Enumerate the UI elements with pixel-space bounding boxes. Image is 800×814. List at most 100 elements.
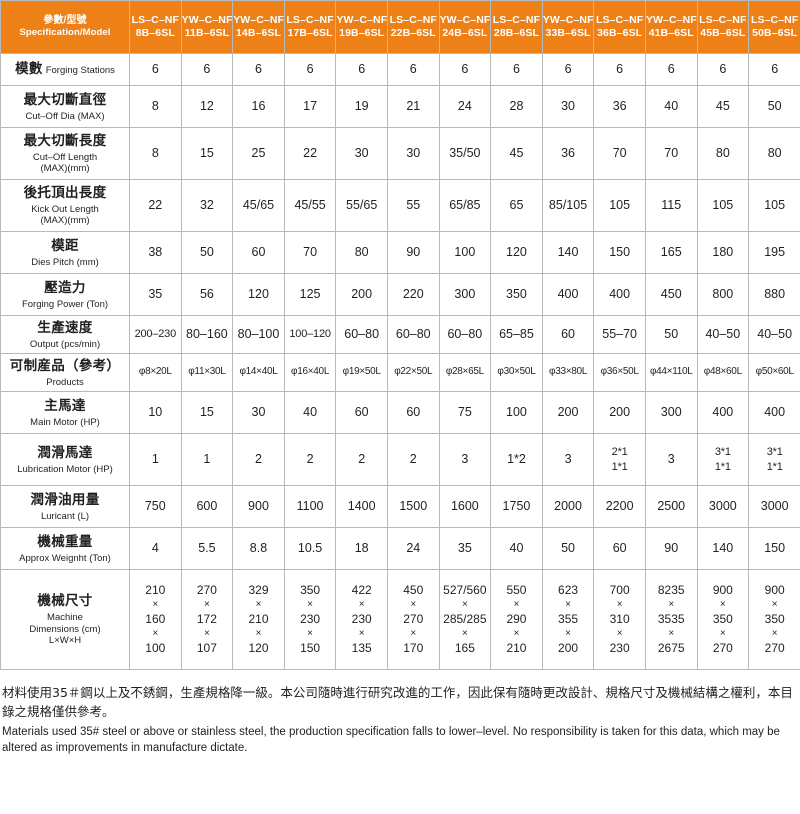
cell-r7-c5: 60–80: [335, 315, 388, 354]
cell-r7-c9: 60: [541, 315, 595, 354]
cell-r8-c5: φ19×50L: [335, 353, 388, 392]
cell-r11-c1: 750: [129, 485, 182, 528]
row-label-en: Lubrication Motor (HP): [17, 463, 113, 475]
header-model-7: YW–C–NF 24B–6SL: [438, 0, 492, 54]
footnote-english: Materials used 35# steel or above or sta…: [2, 725, 780, 755]
cell-r3-c2: 15: [180, 127, 234, 180]
header-model-1: LS–C–NF 8B–6SL: [129, 0, 182, 54]
cell-r10-c5: 2: [335, 433, 388, 486]
row-label-en: Main Motor (HP): [30, 416, 100, 428]
model-line1: YW–C–NF: [645, 13, 697, 26]
cell-r8-c11: φ44×110L: [644, 353, 698, 392]
header-specification-model: 參數/型號 Specification/Model: [0, 0, 130, 54]
header-model-2: YW–C–NF 11B–6SL: [180, 0, 234, 54]
cell-r2-c3: 16: [232, 85, 285, 128]
cell-r9-c3: 30: [232, 391, 285, 434]
cell-r13-c1: 210 × 160 × 100: [129, 569, 182, 670]
table-row: 模距 Dies Pitch (mm) 38 50 60 70 80 90 100 120 140 15…: [0, 231, 800, 274]
cell-r9-c5: 60: [335, 391, 388, 434]
cell-r8-c6: φ22×50L: [386, 353, 440, 392]
header-model-6: LS–C–NF 22B–6SL: [386, 0, 440, 54]
header-spec-label-cn: 參數/型號: [43, 14, 87, 26]
cell-r2-c13: 50: [748, 85, 800, 128]
cell-r2-c6: 21: [386, 85, 440, 128]
model-line2: 8B–6SL: [135, 27, 175, 39]
cell-r5-c12: 180: [696, 231, 750, 274]
model-line1: LS–C–NF: [286, 13, 334, 26]
row-label-7: 生產速度 Output (pcs/min): [0, 315, 130, 354]
cell-r11-c12: 3000: [696, 485, 750, 528]
cell-r1-c7: 6: [438, 53, 492, 86]
model-line2: 22B–6SL: [390, 27, 436, 39]
cell-r5-c10: 150: [593, 231, 646, 274]
cell-r4-c8: 65: [490, 179, 543, 232]
cell-r7-c1: 200–230: [129, 315, 182, 354]
cell-r1-c12: 6: [696, 53, 750, 86]
cell-r13-c4: 350 × 230 × 150: [283, 569, 337, 670]
cell-r8-c3: φ14×40L: [232, 353, 285, 392]
row-label-en: Machine Dimensions (cm) L×W×H: [29, 612, 101, 647]
table-row: 最大切斷長度 Cut–Off Length (MAX)(mm) 8 15 25 22 30 30…: [0, 127, 800, 180]
cell-r3-c6: 30: [386, 127, 440, 180]
cell-r13-c13: 900 × 350 × 270: [748, 569, 800, 670]
cell-r5-c13: 195: [748, 231, 800, 274]
cell-r3-c13: 80: [748, 127, 800, 180]
row-label-en: Forging Stations: [45, 65, 115, 77]
cell-r6-c2: 56: [180, 273, 234, 316]
model-line2: 14B–6SL: [235, 27, 282, 39]
cell-r13-c2: 270 × 172 × 107: [180, 569, 234, 670]
model-line2: 33B–6SL: [545, 27, 591, 39]
model-line2: 19B–6SL: [339, 27, 385, 39]
cell-r4-c12: 105: [696, 179, 750, 232]
cell-r6-c1: 35: [129, 273, 182, 316]
cell-r5-c8: 120: [490, 231, 543, 274]
table-row: 壓造力 Forging Power (Ton) 35 56 120 125 200 220 30…: [0, 273, 800, 316]
footnote-chinese: 材料使用35＃鋼以上及不銹鋼，生產規格降一級。本公司隨時進行研究改進的工作，因此…: [2, 685, 793, 719]
cell-r5-c3: 60: [232, 231, 285, 274]
row-label-en: Approx Weignht (Ton): [19, 552, 111, 564]
model-line2: 36B–6SL: [597, 27, 643, 39]
table-body: 模數 Forging Stations 6 6 6 6 6 6 6 6 6 6 6 6 6 最大切斷直徑 Cut…: [0, 53, 800, 670]
cell-r3-c9: 36: [541, 127, 595, 180]
row-label-cn: 主馬達: [44, 397, 86, 414]
cell-r13-c10: 700 × 310 × 230: [593, 569, 646, 670]
cell-r11-c2: 600: [180, 485, 234, 528]
specification-table: 參數/型號 Specification/Model LS–C–NF 8B–6SL Y…: [0, 0, 800, 670]
cell-r4-c1: 22: [129, 179, 182, 232]
cell-r3-c12: 80: [696, 127, 750, 180]
row-label-cn: 壓造力: [44, 279, 86, 296]
cell-r4-c11: 115: [644, 179, 698, 232]
table-row: 後托頂出長度 Kick Out Length (MAX)(mm) 22 32 45/65 4…: [0, 179, 800, 232]
row-label-12: 機械重量 Approx Weignht (Ton): [0, 527, 130, 570]
cell-r11-c5: 1400: [335, 485, 388, 528]
cell-r13-c8: 550 × 290 × 210: [490, 569, 543, 670]
cell-r8-c12: φ48×60L: [696, 353, 750, 392]
cell-r7-c12: 40–50: [696, 315, 750, 354]
cell-r13-c9: 623 × 355 × 200: [541, 569, 595, 670]
cell-r1-c13: 6: [748, 53, 800, 86]
model-line1: LS–C–NF: [595, 13, 644, 26]
table-row: 最大切斷直徑 Cut–Off Dia (MAX) 8 12 16 17 19 21 24 28 30…: [0, 85, 800, 128]
cell-r2-c12: 45: [696, 85, 750, 128]
row-label-cn: 最大切斷長度: [23, 133, 107, 150]
cell-r5-c4: 70: [283, 231, 337, 274]
row-label-cn: 機械尺寸: [37, 593, 93, 610]
cell-r9-c2: 15: [180, 391, 234, 434]
cell-r2-c4: 17: [283, 85, 337, 128]
model-line1: YW–C–NF: [336, 13, 388, 26]
row-label-6: 壓造力 Forging Power (Ton): [0, 273, 130, 316]
cell-r2-c1: 8: [129, 85, 182, 128]
header-spec-label-en: Specification/Model: [19, 27, 111, 39]
row-label-11: 潤滑油用量 Luricant (L): [0, 485, 130, 528]
cell-r10-c11: 3: [644, 433, 698, 486]
header-model-13: LS–C–NF 50B–6SL: [748, 0, 800, 54]
cell-r2-c7: 24: [438, 85, 492, 128]
row-label-en: Kick Out Length (MAX)(mm): [31, 204, 99, 227]
cell-r12-c5: 18: [335, 527, 388, 570]
cell-r12-c3: 8.8: [232, 527, 285, 570]
cell-r8-c13: φ50×60L: [748, 353, 800, 392]
table-row: 模數 Forging Stations 6 6 6 6 6 6 6 6 6 6 6 6 6: [0, 53, 800, 86]
cell-r9-c12: 400: [696, 391, 750, 434]
cell-r1-c9: 6: [541, 53, 595, 86]
